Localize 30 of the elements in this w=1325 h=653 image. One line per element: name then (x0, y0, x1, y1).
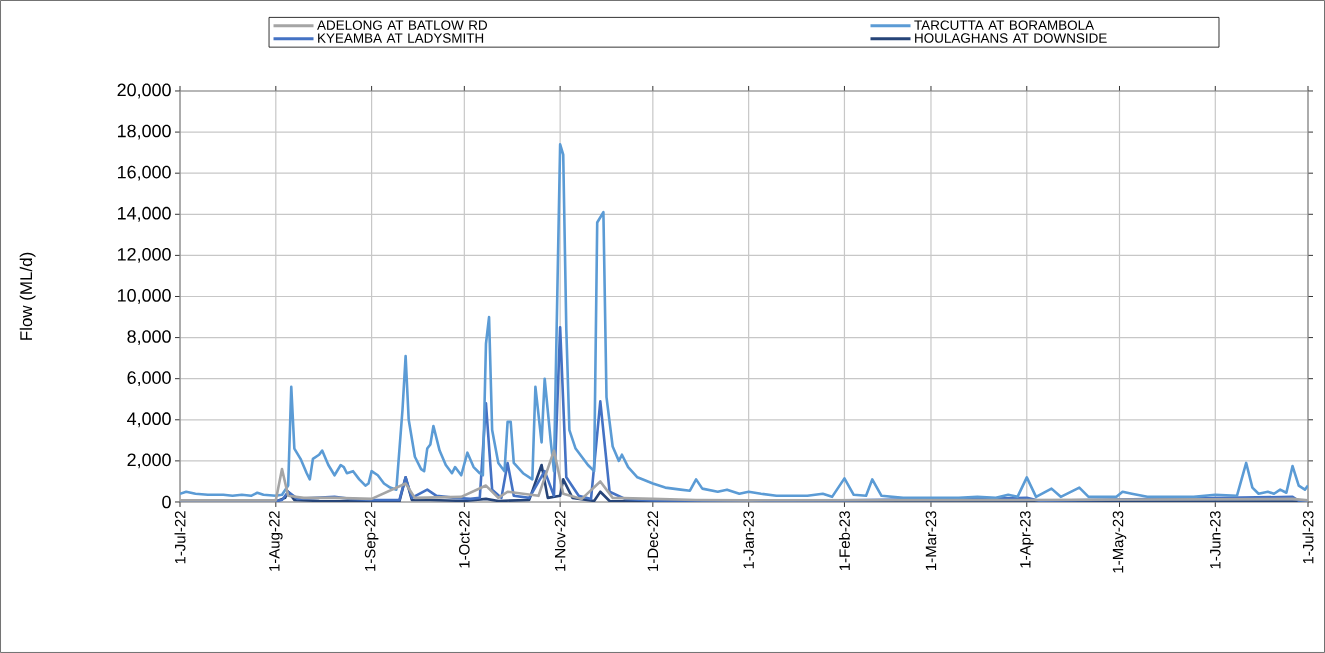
legend-label: TARCUTTA AT BORAMBOLA (914, 20, 1095, 30)
x-tick-label: 1-Mar-23 (925, 511, 937, 570)
x-tick-label: 1-Jan-23 (743, 511, 754, 569)
x-tick-label: 1-Sep-22 (364, 511, 379, 571)
x-tick-label: 1-Apr-23 (1020, 511, 1034, 568)
y-tick-label: 2,000 (127, 453, 171, 469)
legend-label: KYEAMBA AT LADYSMITH (318, 33, 484, 43)
legend-label: HOULAGHANS AT DOWNSIDE (915, 33, 1107, 43)
x-tick-label: 1-Oct-22 (459, 511, 470, 568)
x-tick-label: 1-Jun-23 (1210, 511, 1221, 569)
x-tick-label: 1-Nov-22 (554, 511, 566, 571)
x-tick-label: 1-Aug-22 (269, 511, 283, 571)
x-tick-label: 1-Jul-22 (174, 511, 186, 564)
y-tick-label: 12,000 (118, 247, 171, 263)
y-tick-label: 6,000 (127, 371, 171, 387)
x-tick-label: 1-May-23 (1112, 511, 1127, 573)
y-tick-label: 20,000 (117, 83, 171, 99)
x-tick-label: 1-Feb-23 (838, 511, 850, 570)
y-tick-label: 16,000 (118, 165, 171, 181)
y-tick-label: 18,000 (118, 124, 171, 140)
x-tick-label: 1-Dec-22 (647, 511, 659, 571)
y-axis-title: Flow (ML/d) (19, 252, 36, 340)
y-tick-label: 0 (162, 495, 171, 509)
y-tick-label: 10,000 (118, 289, 171, 304)
legend-label: ADELONG AT BATLOW RD (317, 20, 487, 30)
y-tick-label: 14,000 (118, 206, 171, 222)
y-tick-label: 8,000 (127, 330, 171, 345)
line-series (180, 449, 1308, 502)
x-tick-label: 1-Jul-23 (1302, 511, 1314, 564)
y-tick-label: 4,000 (127, 412, 171, 428)
